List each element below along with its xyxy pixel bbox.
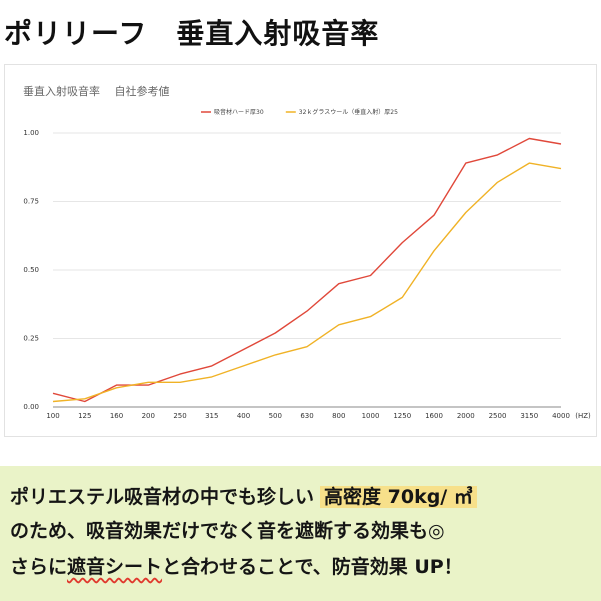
x-tick-label: 4000 [552,412,570,420]
x-tick-label: 125 [78,412,91,420]
x-tick-label: 250 [173,412,186,420]
chart-title: 垂直入射吸音率 自社参考値 [23,85,170,98]
density-text: ポリエステル吸音材の中でも珍しい [10,486,315,508]
x-tick-label: 2000 [457,412,475,420]
chart-panel: 0.00 0.25 0.50 0.75 1.00 100 125 160 200 250 315 40… [4,64,597,437]
line3-suffix: と合わせることで、防音効果 UP！ [162,556,463,578]
legend-label: 吸音材ハード厚30 [214,108,264,116]
description-panel: ポリエステル吸音材の中でも珍しい 高密度 70kg/ ㎥ のため、吸音効果だけでな… [0,466,601,601]
x-tick-label: 1600 [425,412,443,420]
description-line-2: のため、吸音効果だけでなく音を遮断する効果も◎ [10,520,445,542]
x-tick-label: 1000 [362,412,380,420]
x-tick-label: 2500 [489,412,507,420]
series-line [52,162,562,403]
x-tick-label: 315 [205,412,218,420]
x-tick-label: 630 [300,412,313,420]
description-line-1: ポリエステル吸音材の中でも珍しい 高密度 70kg/ ㎥ [10,482,477,509]
y-tick-label: 0.75 [23,198,39,206]
header: ポリリーフ 垂直入射吸音率 [0,0,601,62]
y-tick-label: 0.50 [23,266,39,274]
x-tick-label: 160 [110,412,123,420]
line3-prefix: さらに [10,556,68,578]
y-tick-label: 0.00 [23,403,39,411]
x-axis-label: (HZ) [575,412,591,420]
soundproof-sheet-emphasis: 遮音シート [67,556,163,578]
absorption-line-chart: 0.00 0.25 0.50 0.75 1.00 100 125 160 200 250 315 40… [23,108,591,420]
description-line-3: さらに遮音シートと合わせることで、防音効果 UP！ [10,552,463,579]
y-tick-label: 0.25 [23,335,39,343]
density-highlight: 高密度 70kg/ ㎥ [320,486,477,508]
x-tick-label: 400 [237,412,250,420]
page-title: ポリリーフ 垂直入射吸音率 [4,17,380,50]
legend-label: 32ｋグラスウール（垂直入射）厚25 [299,108,398,116]
x-tick-label: 3150 [520,412,538,420]
series-line [52,137,562,403]
y-tick-label: 1.00 [23,129,39,137]
x-tick-label: 500 [269,412,282,420]
x-tick-label: 100 [46,412,59,420]
x-tick-label: 200 [142,412,155,420]
x-tick-label: 1250 [393,412,411,420]
x-tick-label: 800 [332,412,345,420]
